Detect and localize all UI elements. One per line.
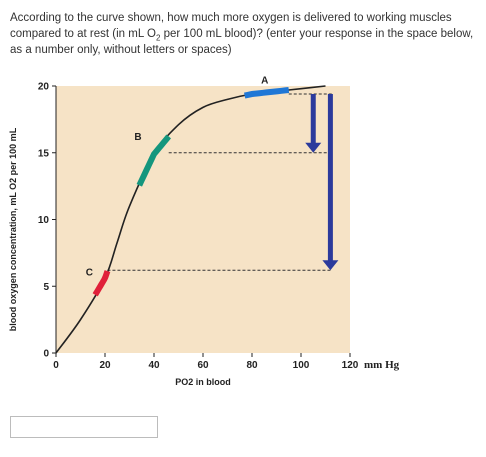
curve-markers: A B C xyxy=(86,75,290,297)
x-tick-label: 20 xyxy=(99,360,111,371)
arrow-head-1 xyxy=(305,142,322,153)
arrow-head-2 xyxy=(322,260,339,271)
question-part1: According to the curve shown, how much m… xyxy=(10,12,452,40)
oxygen-dissociation-chart: A B C 0 5 10 15 20 0 20 40 60 80 100 120 blood oxygen… xyxy=(0,70,486,400)
x-tick-label: 0 xyxy=(53,360,59,371)
marker-a xyxy=(244,87,290,99)
question-part2: per 100 mL blood)? (enter your response … xyxy=(10,28,474,56)
question-text: According to the curve shown, how much m… xyxy=(10,10,480,58)
x-tick-label: 100 xyxy=(293,360,310,371)
marker-label-c: C xyxy=(86,267,93,278)
y-tick-label: 10 xyxy=(38,215,50,226)
y-tick-label: 20 xyxy=(38,82,50,93)
x-axis-unit: mm Hg xyxy=(364,359,400,371)
x-axis-label: PO2 in blood xyxy=(175,377,231,387)
y-axis-label: blood oxygen concentration, mL O2 per 10… xyxy=(8,127,18,331)
question-subscript: 2 xyxy=(155,33,161,43)
marker-b xyxy=(136,134,172,187)
y-tick-label: 0 xyxy=(43,349,49,360)
y-tick-label: 15 xyxy=(38,148,50,159)
y-tick-label: 5 xyxy=(43,282,49,293)
x-tick-label: 120 xyxy=(342,360,359,371)
reference-lines xyxy=(107,93,333,271)
chart-svg: A B C 0 5 10 15 20 0 20 40 60 80 100 120 blood oxygen… xyxy=(8,75,400,387)
marker-label-b: B xyxy=(134,132,141,143)
axes: 0 5 10 15 20 0 20 40 60 80 100 120 xyxy=(38,82,359,372)
x-tick-label: 40 xyxy=(148,360,160,371)
x-tick-label: 80 xyxy=(246,360,258,371)
answer-input[interactable] xyxy=(10,416,158,438)
plot-background xyxy=(56,86,350,353)
x-tick-label: 60 xyxy=(197,360,209,371)
marker-label-a: A xyxy=(261,75,268,86)
marker-c xyxy=(92,270,111,297)
delivery-arrows xyxy=(305,94,339,271)
